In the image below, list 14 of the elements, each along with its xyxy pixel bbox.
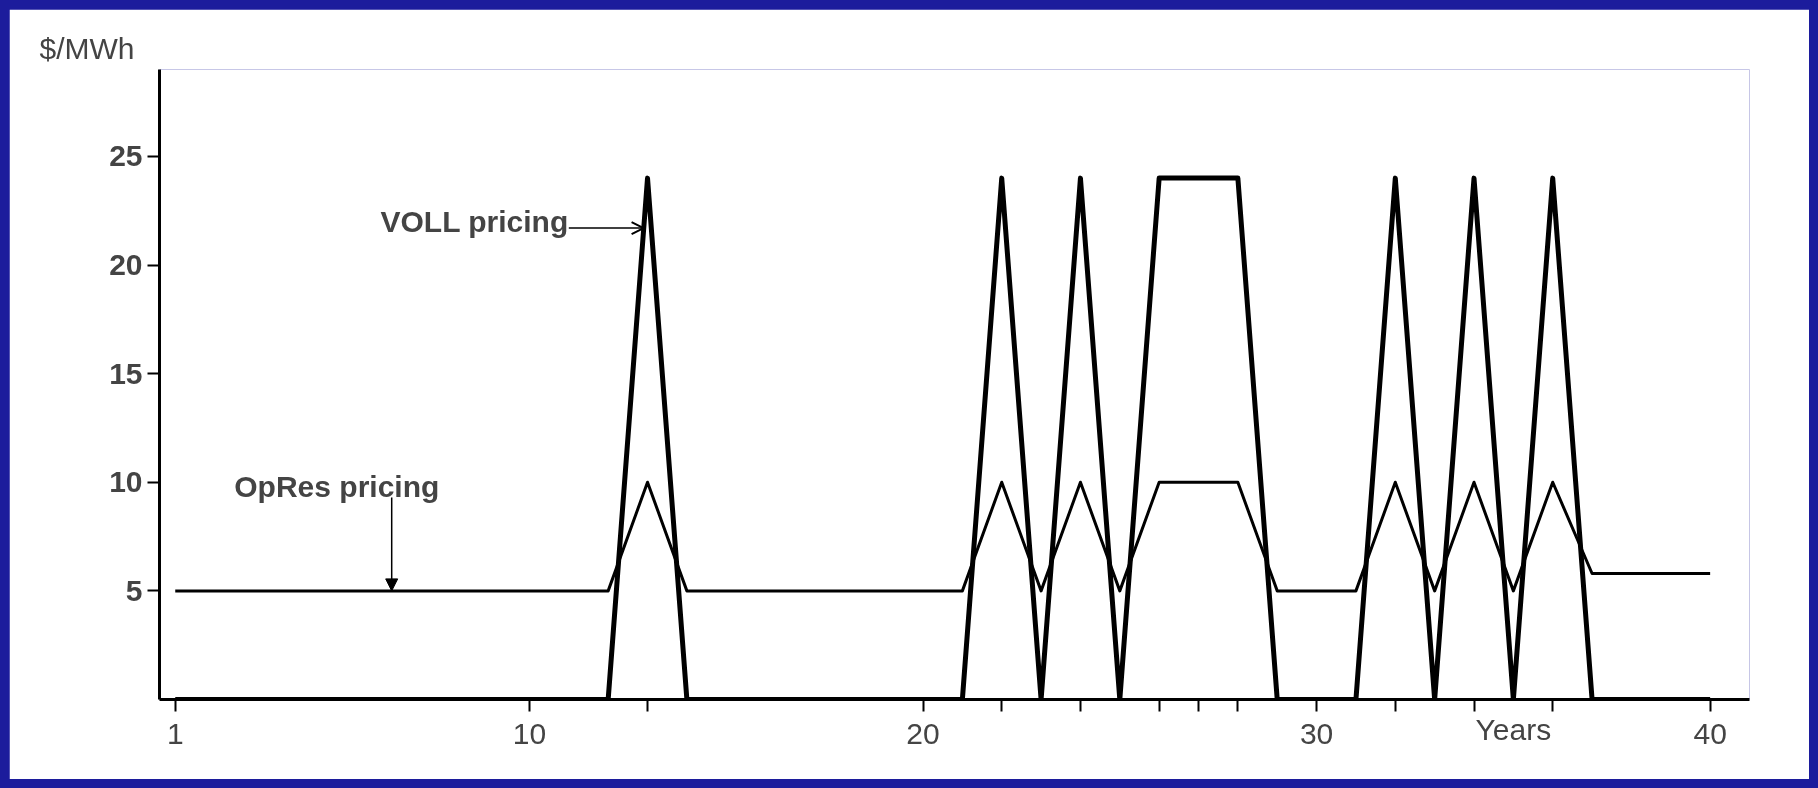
x-axis-title: Years: [1475, 712, 1552, 746]
x-tick-label: 10: [512, 716, 547, 750]
x-tick-label: 30: [1299, 716, 1334, 750]
annotation: OpRes pricing: [234, 470, 440, 504]
y-tick-label: 20: [109, 248, 143, 282]
x-tick-label: 1: [166, 716, 184, 750]
x-tick-label: 40: [1693, 716, 1727, 750]
y-tick-label: 10: [109, 465, 143, 499]
annotation: VOLL pricing: [380, 205, 569, 239]
y-tick-label: 25: [109, 139, 143, 173]
x-tick-label: 20: [906, 716, 940, 750]
y-tick-label: 5: [125, 573, 143, 607]
y-axis-title: $/MWh: [39, 31, 135, 65]
y-tick-label: 15: [109, 356, 143, 390]
